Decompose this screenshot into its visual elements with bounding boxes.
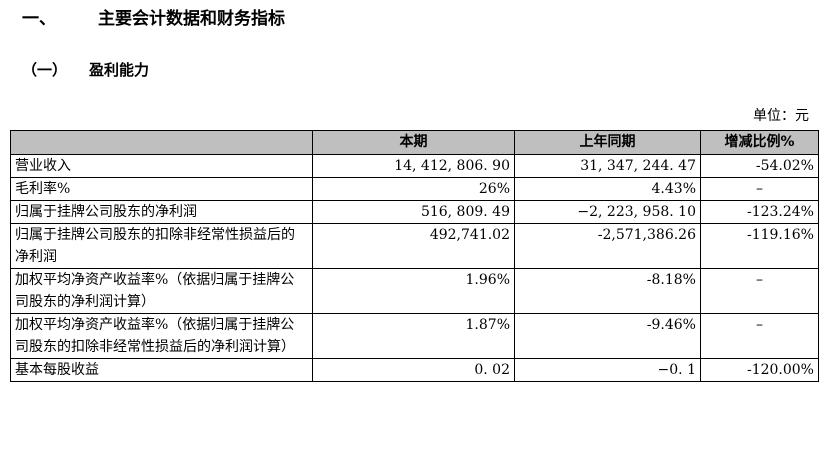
section-title: 主要会计数据和财务指标 (98, 9, 285, 29)
cell-current: 516, 809. 49 (312, 200, 515, 224)
cell-current: 14, 412, 806. 90 (312, 154, 515, 178)
header-current-period: 本期 (312, 130, 515, 155)
subsection-title: 盈利能力 (89, 61, 150, 79)
cell-prior: −2, 223, 958. 10 (514, 200, 701, 224)
row-label: 归属于挂牌公司股东的扣除非经常性损益后的净利润 (10, 223, 313, 269)
cell-prior: 31, 347, 244. 47 (514, 154, 701, 178)
table-row: 加权平均净资产收益率%（依据归属于挂牌公司股东的扣除非经常性损益后的净利润计算）… (10, 313, 819, 359)
cell-current: 0. 02 (312, 358, 515, 382)
subsection-heading: （一） 盈利能力 (22, 58, 149, 82)
subsection-number: （一） (22, 61, 68, 79)
cell-prior: −0. 1 (514, 358, 701, 382)
cell-change: -123.24% (700, 200, 819, 224)
header-change-pct: 增减比例% (700, 130, 819, 155)
unit-label: 单位：元 (753, 108, 809, 124)
row-label: 加权平均净资产收益率%（依据归属于挂牌公司股东的扣除非经常性损益后的净利润计算） (10, 313, 313, 359)
section-number: 一、 (22, 9, 56, 29)
cell-prior: 4.43% (514, 177, 701, 201)
cell-prior: -9.46% (514, 313, 701, 359)
table-row: 归属于挂牌公司股东的净利润 516, 809. 49 −2, 223, 958.… (10, 200, 819, 224)
financial-indicators-table: 本期 上年同期 增减比例% 营业收入 14, 412, 806. 90 31, … (10, 130, 819, 382)
cell-prior: -2,571,386.26 (514, 223, 701, 269)
table-row: 营业收入 14, 412, 806. 90 31, 347, 244. 47 -… (10, 154, 819, 178)
header-blank (10, 130, 313, 155)
cell-current: 1.96% (312, 268, 515, 314)
row-label: 营业收入 (10, 154, 313, 178)
row-label: 毛利率% (10, 177, 313, 201)
cell-change: – (700, 177, 819, 201)
cell-current: 492,741.02 (312, 223, 515, 269)
row-label: 加权平均净资产收益率%（依据归属于挂牌公司股东的净利润计算） (10, 268, 313, 314)
cell-prior: -8.18% (514, 268, 701, 314)
table-row: 毛利率% 26% 4.43% – (10, 177, 819, 201)
cell-change: – (700, 268, 819, 314)
row-label: 基本每股收益 (10, 358, 313, 382)
cell-current: 26% (312, 177, 515, 201)
cell-change: – (700, 313, 819, 359)
table-row: 归属于挂牌公司股东的扣除非经常性损益后的净利润 492,741.02 -2,57… (10, 223, 819, 269)
cell-current: 1.87% (312, 313, 515, 359)
header-prior-period: 上年同期 (514, 130, 701, 155)
cell-change: -120.00% (700, 358, 819, 382)
cell-change: -54.02% (700, 154, 819, 178)
table-row: 加权平均净资产收益率%（依据归属于挂牌公司股东的净利润计算） 1.96% -8.… (10, 268, 819, 314)
table-row: 基本每股收益 0. 02 −0. 1 -120.00% (10, 358, 819, 382)
cell-change: -119.16% (700, 223, 819, 269)
table-header-row: 本期 上年同期 增减比例% (10, 130, 819, 155)
row-label: 归属于挂牌公司股东的净利润 (10, 200, 313, 224)
section-heading: 一、 主要会计数据和财务指标 (22, 6, 285, 32)
